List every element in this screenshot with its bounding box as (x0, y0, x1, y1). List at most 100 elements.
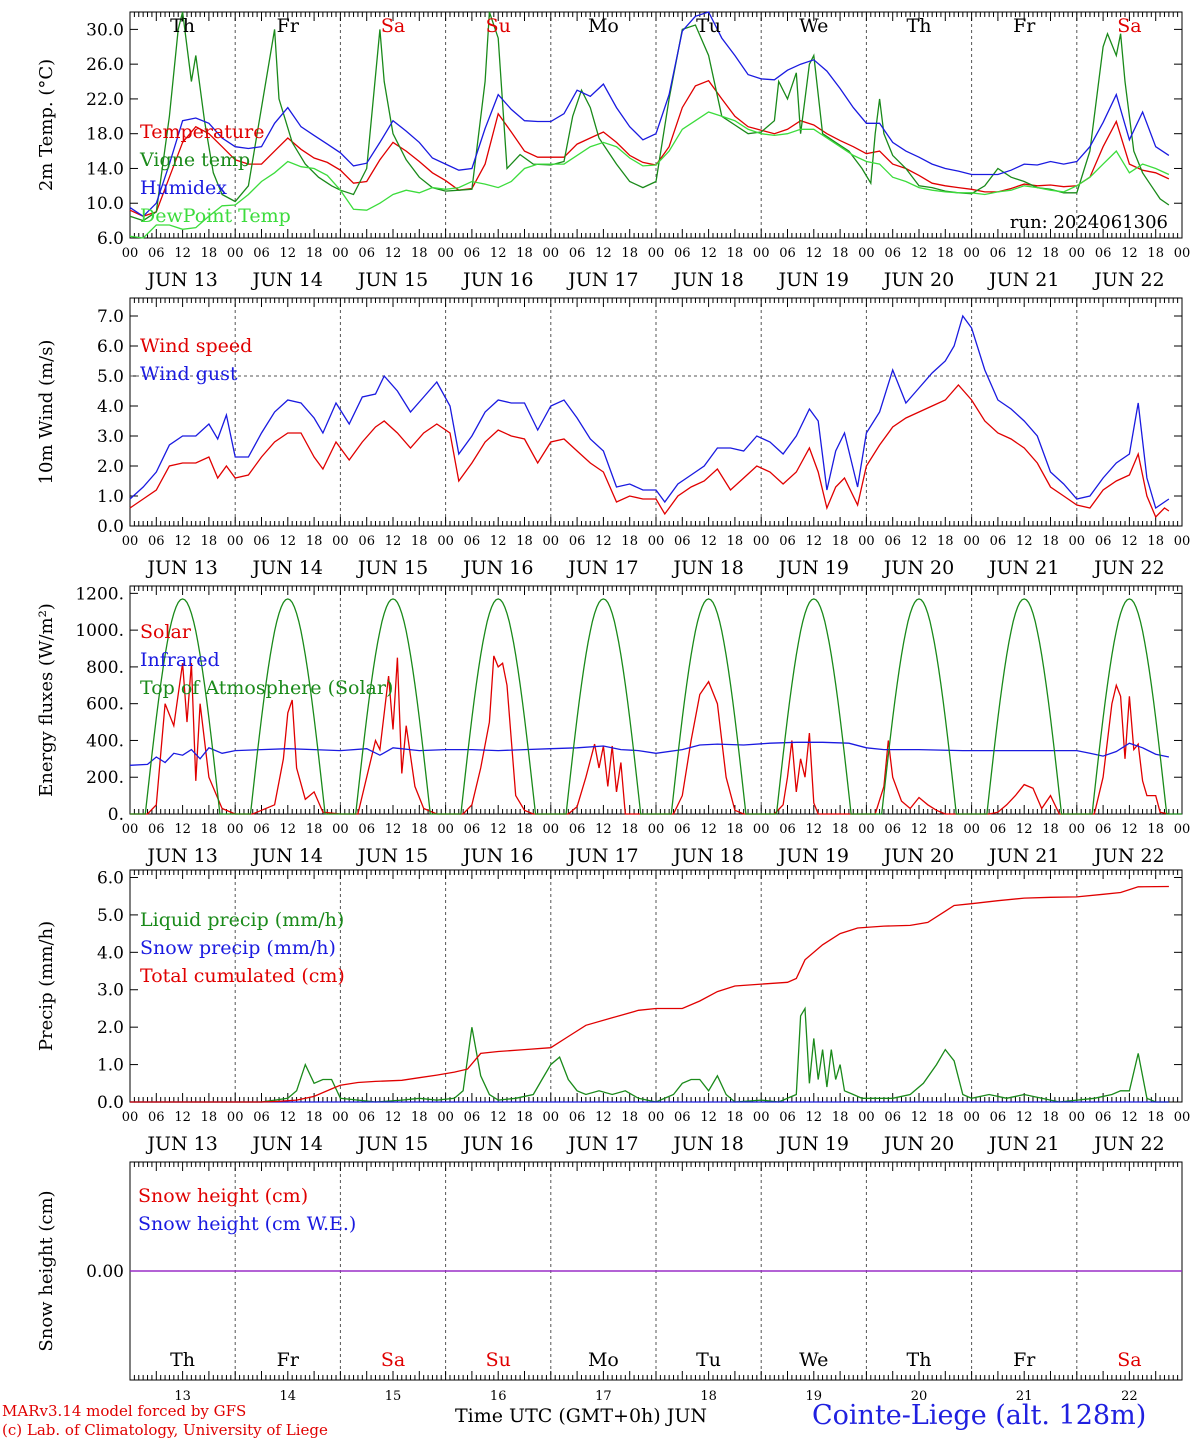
day-number-label: 15 (385, 1389, 402, 1400)
day-of-week-label: Sa (1117, 15, 1141, 37)
series-line (129, 314, 1170, 510)
hour-tick-label: 18 (621, 246, 638, 261)
meteogram: 2m Temp. (°C) 6.0 10.0 14.0 18.0 22.0 26.0 30.0… (36, 11, 1191, 1400)
day-of-week-label: Mo (588, 15, 619, 37)
date-label: JUN 13 (145, 845, 217, 867)
date-label: JUN 16 (461, 1133, 533, 1155)
series-line (130, 655, 1170, 815)
date-label: JUN 20 (882, 269, 954, 291)
hour-tick-label: 06 (569, 1110, 586, 1125)
date-label: JUN 16 (461, 269, 533, 291)
y-tick-label: 7.0 (97, 307, 124, 327)
date-label: JUN 22 (1092, 845, 1164, 867)
y-tick-label: 0.00 (86, 1262, 124, 1282)
hour-tick-label: 00 (227, 822, 244, 837)
hour-tick-label: 00 (227, 534, 244, 549)
hour-tick-label: 00 (1174, 822, 1191, 837)
hour-tick-label: 06 (674, 1110, 691, 1125)
hour-tick-label: 00 (332, 246, 349, 261)
legend-entry: Top of Atmosphere (Solar) (140, 677, 393, 699)
y-axis-label: 10m Wind (m/s) (36, 340, 57, 485)
y-tick-label: 26.0 (86, 55, 124, 75)
hour-tick-label: 00 (1069, 1110, 1086, 1125)
date-label: JUN 19 (777, 557, 849, 579)
hour-tick-label: 00 (543, 1110, 560, 1125)
series-line (129, 11, 1170, 222)
hour-tick-label: 18 (306, 1110, 323, 1125)
hour-tick-label: 12 (385, 822, 402, 837)
hour-tick-label: 00 (753, 1110, 770, 1125)
hour-tick-label: 18 (727, 1110, 744, 1125)
hour-tick-label: 00 (122, 822, 139, 837)
date-label: JUN 13 (145, 557, 217, 579)
hour-tick-label: 18 (306, 534, 323, 549)
day-of-week-label: Tu (696, 15, 721, 37)
hour-tick-label: 00 (122, 246, 139, 261)
panel-4: Precip (mm/h) 0.0 1.0 2.0 3.0 4.0 5.0 6.0 Liquid… (36, 868, 1190, 1155)
hour-tick-label: 12 (1121, 1110, 1138, 1125)
day-number-label: 21 (1016, 1389, 1033, 1400)
hour-tick-label: 18 (201, 246, 218, 261)
hour-tick-label: 00 (648, 534, 665, 549)
legend-entry: Liquid precip (mm/h) (140, 909, 344, 931)
y-tick-label: 600. (86, 695, 124, 715)
hour-tick-label: 00 (648, 246, 665, 261)
series-line (130, 598, 1182, 815)
series-line (130, 1006, 1169, 1103)
hour-tick-label: 18 (516, 534, 533, 549)
hour-tick-label: 00 (227, 246, 244, 261)
hour-tick-label: 18 (1147, 246, 1164, 261)
date-label: JUN 20 (882, 1133, 954, 1155)
hour-tick-label: 12 (806, 822, 823, 837)
y-axis-label: Snow height (cm) (36, 1190, 57, 1351)
date-label: JUN 17 (566, 557, 638, 579)
hour-tick-label: 06 (674, 246, 691, 261)
hour-tick-label: 12 (700, 534, 717, 549)
series-line (129, 79, 1170, 217)
hour-tick-label: 18 (306, 246, 323, 261)
day-number-label: 17 (595, 1389, 612, 1400)
hour-tick-label: 06 (358, 1110, 375, 1125)
date-label: JUN 21 (987, 269, 1059, 291)
hour-tick-label: 18 (727, 822, 744, 837)
hour-tick-label: 06 (148, 534, 165, 549)
hour-tick-label: 18 (937, 822, 954, 837)
day-of-week-label: Th (170, 15, 195, 37)
hour-tick-label: 00 (332, 1110, 349, 1125)
day-of-week-label: Sa (1117, 1349, 1141, 1371)
hour-tick-label: 12 (911, 822, 928, 837)
day-of-week-label: Fr (277, 1349, 300, 1371)
hour-tick-label: 06 (884, 534, 901, 549)
hour-tick-label: 06 (464, 822, 481, 837)
day-number-label: 19 (806, 1389, 823, 1400)
hour-tick-label: 00 (543, 822, 560, 837)
day-of-week-label: Mo (588, 1349, 619, 1371)
hour-tick-label: 18 (516, 822, 533, 837)
hour-tick-label: 00 (963, 1110, 980, 1125)
hour-tick-label: 00 (437, 534, 454, 549)
hour-tick-label: 18 (1042, 822, 1059, 837)
date-label: JUN 18 (671, 269, 743, 291)
hour-tick-label: 06 (148, 1110, 165, 1125)
hour-tick-label: 06 (464, 534, 481, 549)
hour-tick-label: 12 (595, 822, 612, 837)
run-label: run: 2024061306 (1010, 212, 1168, 233)
hour-tick-label: 00 (437, 822, 454, 837)
y-tick-label: 3.0 (97, 981, 124, 1001)
hour-tick-label: 00 (648, 822, 665, 837)
y-tick-label: 1000. (75, 621, 124, 641)
hour-tick-label: 12 (490, 246, 507, 261)
time-axis-text: Time UTC (GMT+0h) (455, 1405, 661, 1427)
hour-tick-label: 00 (332, 822, 349, 837)
hour-tick-label: 00 (1069, 534, 1086, 549)
hour-tick-label: 18 (937, 1110, 954, 1125)
date-label: JUN 19 (777, 1133, 849, 1155)
legend-entry: Wind gust (140, 363, 238, 385)
date-label: JUN 20 (882, 557, 954, 579)
hour-tick-label: 12 (280, 822, 297, 837)
hour-tick-label: 06 (569, 822, 586, 837)
hour-tick-label: 18 (516, 1110, 533, 1125)
hour-tick-label: 00 (753, 246, 770, 261)
hour-tick-label: 06 (779, 246, 796, 261)
y-tick-label: 2.0 (97, 457, 124, 477)
